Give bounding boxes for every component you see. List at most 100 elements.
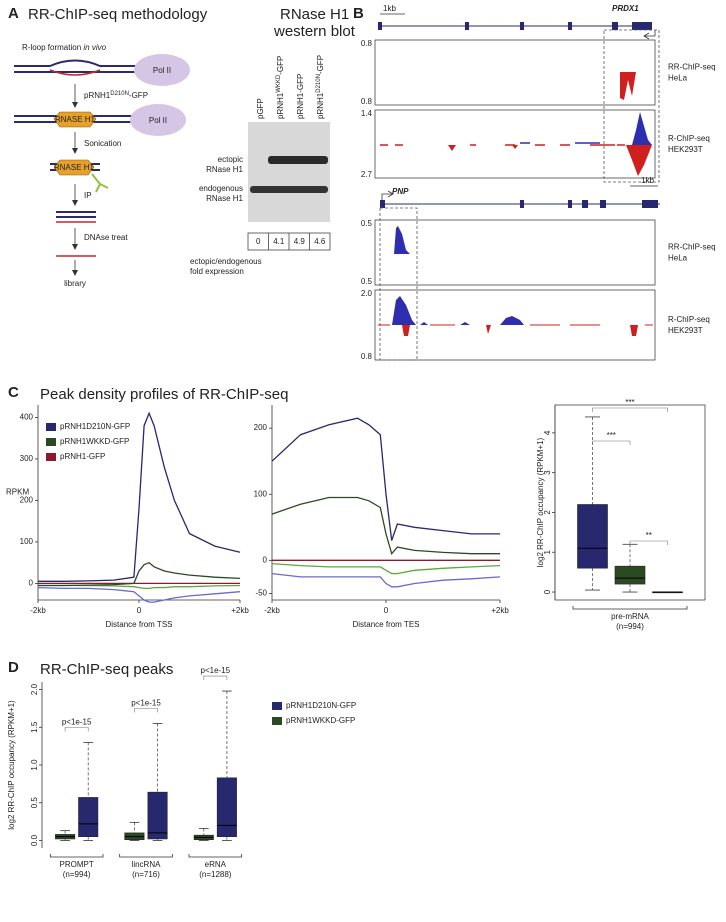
signal xyxy=(626,145,652,176)
exon xyxy=(582,200,588,208)
legend-label: pRNH1D210N-GFP xyxy=(60,422,130,431)
lane-label: pRNH1D210N-GFP xyxy=(316,55,326,119)
track-label: HEK293T xyxy=(668,145,703,154)
gene-name: PNP xyxy=(392,187,409,196)
lane-label-part: WKKD xyxy=(276,74,282,93)
x-tick-label: PROMPT xyxy=(60,860,94,869)
antibody xyxy=(91,173,109,193)
gene-name: PRDX1 xyxy=(612,4,639,13)
significance-bracket xyxy=(64,727,89,732)
exon xyxy=(612,22,618,30)
y-axis-label: log2 RR-ChIP occupancy (RPKM+1) xyxy=(536,437,545,567)
track-label: HeLa xyxy=(668,74,688,83)
lane-label: pGFP xyxy=(256,98,265,119)
track-label: RR-ChIP-seq xyxy=(668,63,716,72)
fold-caption: ectopic/endogenous xyxy=(190,257,262,266)
legend-swatch xyxy=(46,423,56,431)
exon xyxy=(568,22,572,30)
y-tick-label: 0 xyxy=(263,555,268,564)
box xyxy=(216,777,237,837)
panel-letter: C xyxy=(8,384,19,401)
x-tick-label: pre-mRNA xyxy=(611,612,649,621)
dna xyxy=(56,211,96,218)
y-tick-label: 200 xyxy=(20,496,34,505)
pol2 xyxy=(130,104,186,136)
arrowhead xyxy=(72,244,78,250)
category-note: (n=1288) xyxy=(199,870,232,879)
schematic: R-loop formation in vivo Pol II pRNH1D21… xyxy=(14,43,190,288)
lane-label-part: pRNH1 xyxy=(276,92,285,119)
signal xyxy=(420,316,524,325)
lane-label-part: D210N xyxy=(316,74,322,93)
fold-value: 4.9 xyxy=(294,237,306,246)
arrowhead xyxy=(72,102,78,108)
x-tick-label: +2kb xyxy=(491,606,509,615)
scale-label: 1kb xyxy=(641,176,654,185)
track xyxy=(374,219,656,286)
enzyme-label: RNASE H1 xyxy=(54,163,95,172)
line-series xyxy=(38,561,241,587)
step-label: R-loop formation in vivo xyxy=(22,43,107,52)
y-tick-label: 100 xyxy=(254,489,268,498)
band-label: endogenous xyxy=(199,184,243,193)
highlight xyxy=(379,207,418,361)
blot-title: western blot xyxy=(273,23,356,40)
track-scale: 1.4 xyxy=(361,109,373,118)
signal xyxy=(632,112,652,145)
western-blot: ectopic RNase H1 endogenous RNase H1 ect… xyxy=(190,122,331,276)
tss-arrow xyxy=(381,190,394,200)
y-tick-label: 1.5 xyxy=(30,721,39,733)
legend-swatch xyxy=(46,438,56,446)
tss-arrow xyxy=(643,30,656,40)
pol2 xyxy=(134,54,190,86)
exon xyxy=(380,200,385,208)
lane-label-part: pGFP xyxy=(256,98,265,119)
x-axis-label: Distance from TSS xyxy=(106,620,173,629)
box xyxy=(577,504,608,569)
fold-value: 4.6 xyxy=(314,237,326,246)
dna xyxy=(14,59,142,73)
exon xyxy=(632,22,652,30)
exon xyxy=(465,22,469,30)
y-tick-label: 1 xyxy=(543,549,552,554)
x-tick-label: -2kb xyxy=(264,606,280,615)
exon xyxy=(568,200,572,208)
step-label: Sonication xyxy=(84,139,121,148)
x-tick-label: 0 xyxy=(137,606,142,615)
significance-bracket xyxy=(629,540,668,545)
x-tick-label: 0 xyxy=(384,606,389,615)
legend-swatch xyxy=(272,702,282,710)
highlight xyxy=(603,29,660,183)
track xyxy=(374,109,656,179)
exon xyxy=(600,200,606,208)
y-axis-label: log2 RR-ChIP occupancy (RPKM+1) xyxy=(7,700,16,830)
x-tick-label: lincRNA xyxy=(132,860,162,869)
x-tick-label: eRNA xyxy=(205,860,227,869)
category-bracket xyxy=(188,854,243,858)
box xyxy=(147,791,168,840)
line-series xyxy=(271,496,500,556)
plot-frame xyxy=(554,404,706,601)
track-scale: 0.8 xyxy=(361,39,373,48)
signal xyxy=(620,72,636,100)
step-label: DNAse treat xyxy=(84,233,128,242)
significance-label: p<1e-15 xyxy=(131,699,161,708)
exon xyxy=(520,22,524,30)
enzyme-label: RNASE H1 xyxy=(55,115,96,124)
exon xyxy=(378,22,382,30)
lane-label-part: pRNH1-GFP xyxy=(296,74,305,119)
y-tick-label: 0 xyxy=(29,579,34,588)
category-note: (n=994) xyxy=(63,870,91,879)
significance-label: *** xyxy=(625,398,634,407)
blot-title: RNase H1 xyxy=(280,6,349,23)
legend-label: pRNH1WKKD-GFP xyxy=(60,437,129,446)
step-label: library xyxy=(64,279,86,288)
rnaseh1 xyxy=(53,111,97,128)
category-bracket xyxy=(119,854,173,858)
line-series xyxy=(271,562,501,575)
panel-title: RR-ChIP-seq peaks xyxy=(40,661,173,678)
arrowhead xyxy=(72,200,78,206)
significance-label: p<1e-15 xyxy=(62,717,92,726)
y-tick-label: 0.5 xyxy=(30,797,39,809)
signal xyxy=(402,325,638,336)
